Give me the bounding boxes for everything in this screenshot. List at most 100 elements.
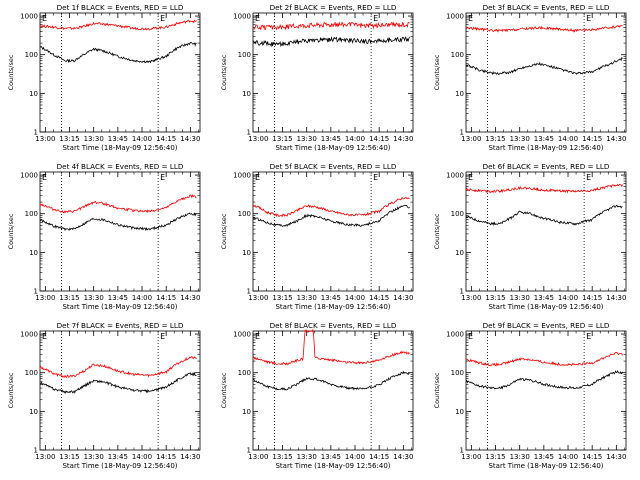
- x-tick-label: 14:30: [180, 453, 200, 461]
- y-tick-label: 100: [451, 210, 464, 218]
- x-tick-label: 13:00: [461, 453, 481, 461]
- events-series-line: [465, 370, 623, 390]
- marker-label: E: [468, 173, 473, 182]
- x-axis-label: Start Time (18-May-09 12:56:40): [62, 303, 177, 311]
- marker-label: E: [468, 332, 473, 341]
- x-axis-label: Start Time (18-May-09 12:56:40): [488, 303, 603, 311]
- y-tick-label: 1: [460, 129, 464, 137]
- chart-title: Det 7f BLACK = Events, RED = LLD: [57, 321, 184, 330]
- chart-title: Det 2f BLACK = Events, RED = LLD: [270, 3, 397, 12]
- y-tick-label: 1000: [233, 172, 251, 180]
- y-tick-label: 100: [451, 51, 464, 59]
- x-tick-label: 13:30: [84, 453, 104, 461]
- x-tick-label: 14:15: [369, 135, 389, 143]
- y-axis-label: Counts/sec: [7, 213, 15, 249]
- plot-frame: [39, 330, 201, 451]
- chart-panel-7: Det 7f BLACK = Events, RED = LLD 1 10 100 10…: [7, 321, 200, 470]
- marker-label: E: [255, 332, 260, 341]
- x-axis-label: Start Time (18-May-09 12:56:40): [62, 144, 177, 152]
- y-tick-label: 10: [455, 408, 464, 416]
- x-tick-label: 13:45: [108, 135, 128, 143]
- x-tick-label: 13:00: [35, 453, 55, 461]
- x-tick-label: 13:45: [321, 453, 341, 461]
- chart-title: Det 9f BLACK = Events, RED = LLD: [483, 321, 610, 330]
- x-tick-label: 14:30: [606, 135, 626, 143]
- y-tick-label: 100: [238, 369, 251, 377]
- x-tick-label: 14:15: [582, 294, 602, 302]
- plot-frame: [39, 171, 201, 292]
- chart-panel-4: Det 4f BLACK = Events, RED = LLD 1 10 100 10…: [7, 162, 200, 311]
- y-tick-label: 1000: [446, 172, 464, 180]
- plot-frame: [252, 12, 414, 133]
- x-tick-label: 13:30: [84, 135, 104, 143]
- x-tick-label: 13:45: [108, 294, 128, 302]
- y-tick-label: 10: [242, 90, 251, 98]
- x-tick-label: 13:00: [461, 135, 481, 143]
- x-axis-label: Start Time (18-May-09 12:56:40): [275, 303, 390, 311]
- x-tick-label: 14:15: [369, 453, 389, 461]
- lld-series-line: [465, 352, 623, 367]
- marker-label: E: [160, 14, 165, 23]
- x-tick-label: 14:15: [582, 453, 602, 461]
- events-series-line: [39, 41, 197, 64]
- chart-panel-5: Det 5f BLACK = Events, RED = LLD 1 10 100 10…: [220, 162, 413, 311]
- x-tick-label: 13:15: [272, 453, 292, 461]
- x-tick-label: 13:00: [248, 135, 268, 143]
- x-tick-label: 13:00: [35, 135, 55, 143]
- x-tick-label: 14:30: [180, 135, 200, 143]
- y-tick-label: 1: [247, 129, 251, 137]
- plot-frame: [252, 330, 414, 451]
- x-tick-label: 13:45: [534, 135, 554, 143]
- events-series-line: [252, 36, 410, 48]
- x-tick-label: 14:00: [558, 135, 578, 143]
- x-tick-label: 14:00: [132, 453, 152, 461]
- x-tick-label: 13:00: [35, 294, 55, 302]
- x-tick-label: 14:15: [156, 453, 176, 461]
- lld-series-line: [252, 196, 410, 218]
- x-tick-label: 13:30: [510, 453, 530, 461]
- events-series-line: [252, 204, 410, 227]
- marker-label: E: [42, 14, 47, 23]
- y-tick-label: 1: [460, 447, 464, 455]
- marker-label: E: [373, 173, 378, 182]
- x-axis-label: Start Time (18-May-09 12:56:40): [275, 144, 390, 152]
- events-series-line: [252, 370, 410, 391]
- x-tick-label: 14:15: [156, 135, 176, 143]
- lld-series-line: [39, 193, 197, 214]
- events-series-line: [39, 212, 197, 232]
- y-axis-label: Counts/sec: [7, 372, 15, 408]
- lld-series-line: [39, 19, 197, 31]
- y-axis-label: Counts/sec: [433, 54, 441, 90]
- x-tick-label: 14:30: [393, 135, 413, 143]
- y-tick-label: 100: [451, 369, 464, 377]
- x-tick-label: 13:30: [510, 294, 530, 302]
- x-tick-label: 14:15: [156, 294, 176, 302]
- x-tick-label: 13:00: [248, 294, 268, 302]
- marker-label: E: [160, 173, 165, 182]
- plot-frame: [465, 330, 627, 451]
- plot-frame: [252, 171, 414, 292]
- y-tick-label: 10: [29, 249, 38, 257]
- chart-panel-6: Det 6f BLACK = Events, RED = LLD 1 10 100 10…: [433, 162, 626, 311]
- events-series-line: [465, 56, 623, 76]
- x-tick-label: 14:00: [558, 453, 578, 461]
- marker-label: E: [160, 332, 165, 341]
- x-tick-label: 14:15: [582, 135, 602, 143]
- y-tick-label: 1: [34, 288, 38, 296]
- marker-label: E: [255, 173, 260, 182]
- x-tick-label: 13:45: [321, 294, 341, 302]
- x-tick-label: 14:15: [369, 294, 389, 302]
- marker-label: E: [586, 14, 591, 23]
- y-axis-label: Counts/sec: [220, 213, 228, 249]
- x-tick-label: 13:15: [485, 453, 505, 461]
- x-tick-label: 14:30: [180, 294, 200, 302]
- y-tick-label: 1000: [233, 13, 251, 21]
- chart-panel-2: Det 2f BLACK = Events, RED = LLD 1 10 100 10…: [220, 3, 413, 152]
- plot-frame: [465, 12, 627, 133]
- x-axis-label: Start Time (18-May-09 12:56:40): [488, 144, 603, 152]
- y-tick-label: 10: [455, 90, 464, 98]
- x-tick-label: 13:45: [534, 453, 554, 461]
- marker-label: E: [586, 332, 591, 341]
- y-tick-label: 1: [247, 288, 251, 296]
- chart-title: Det 4f BLACK = Events, RED = LLD: [57, 162, 184, 171]
